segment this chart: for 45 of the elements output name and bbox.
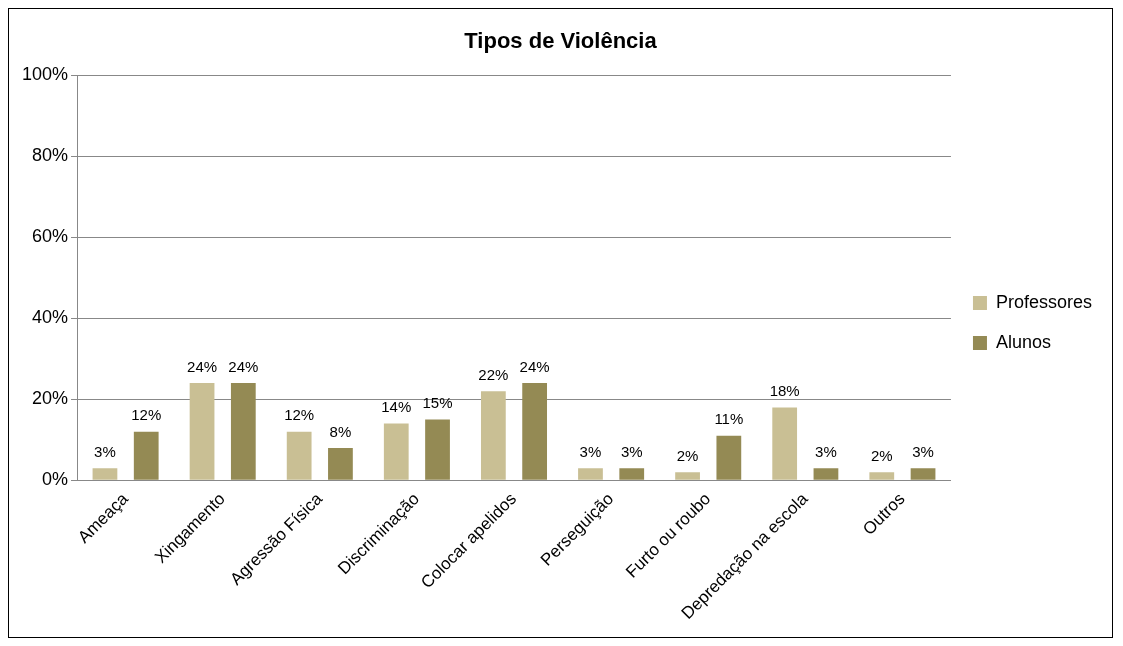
legend-label: Professores — [995, 291, 1093, 312]
data-label: 24% — [228, 357, 259, 375]
bar — [910, 468, 936, 480]
data-label: 15% — [422, 394, 453, 412]
data-label: 18% — [769, 382, 800, 400]
data-label: 2% — [870, 446, 893, 464]
data-label: 22% — [478, 365, 509, 383]
legend-label: Alunos — [995, 331, 1052, 352]
data-label: 11% — [714, 410, 744, 428]
data-label: 3% — [579, 442, 602, 460]
chart-title: Tipos de Violência — [464, 28, 658, 54]
data-label: 24% — [187, 357, 218, 375]
bar — [716, 435, 742, 480]
bar — [813, 468, 839, 480]
data-label: 12% — [131, 406, 162, 424]
bar — [230, 383, 256, 480]
bar — [772, 407, 798, 480]
data-label: 8% — [329, 422, 352, 440]
y-tick-label: 0% — [42, 469, 69, 490]
bar — [675, 472, 700, 480]
bar — [480, 391, 506, 480]
bar — [286, 431, 312, 480]
y-tick-label: 40% — [32, 307, 69, 328]
bar — [578, 468, 603, 480]
data-label: 3% — [620, 442, 643, 460]
bar — [189, 383, 215, 480]
data-label: 3% — [912, 442, 934, 460]
y-tick-label: 80% — [32, 145, 69, 166]
bar — [383, 423, 409, 480]
data-label: 24% — [519, 357, 550, 375]
bar — [92, 468, 118, 480]
data-label: 2% — [676, 446, 699, 464]
bar — [328, 447, 353, 480]
data-label: 3% — [815, 442, 837, 460]
data-label: 12% — [284, 406, 315, 424]
bar — [425, 419, 450, 480]
y-tick-label: 60% — [32, 226, 69, 247]
data-label: 14% — [381, 398, 412, 416]
y-tick-label: 20% — [32, 388, 69, 409]
bar — [133, 431, 159, 480]
data-label: 3% — [94, 442, 116, 460]
bar — [522, 383, 548, 480]
y-tick-label: 100% — [21, 64, 69, 85]
bar — [619, 468, 645, 480]
bar — [869, 472, 895, 480]
